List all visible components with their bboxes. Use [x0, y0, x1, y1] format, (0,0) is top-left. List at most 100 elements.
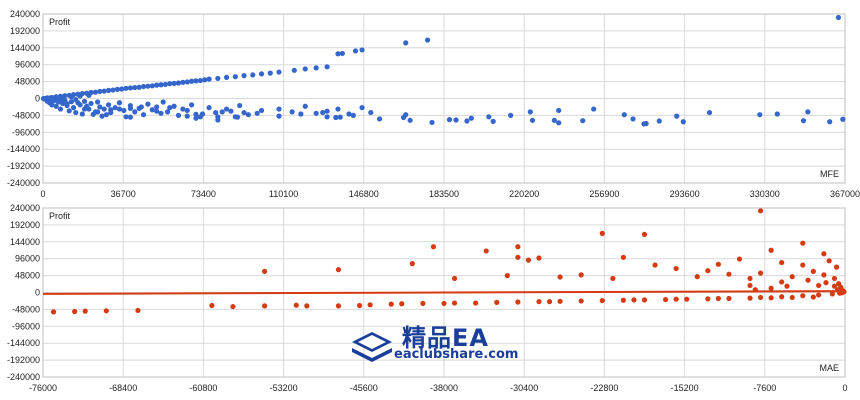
data-point	[490, 118, 496, 124]
data-point	[464, 118, 470, 124]
data-point	[66, 108, 72, 114]
x-axis-label: MAE	[819, 363, 839, 373]
data-point	[800, 118, 807, 124]
data-point	[810, 294, 816, 300]
data-point	[368, 109, 374, 116]
data-point	[158, 82, 164, 88]
data-point	[768, 247, 774, 253]
data-point	[835, 14, 842, 21]
data-point	[827, 119, 833, 125]
data-point	[228, 108, 234, 114]
data-point	[184, 107, 190, 114]
data-point	[127, 85, 134, 91]
x-tick-label: 220200	[509, 189, 539, 199]
data-point	[527, 109, 533, 115]
trend-line	[42, 290, 846, 295]
x-axis-label: MFE	[820, 169, 839, 179]
data-point	[599, 297, 605, 304]
mfe-profit-panel: 0 36700 73400 110100 146800 183500 220200 25690…	[7, 9, 860, 199]
data-point	[784, 283, 790, 289]
data-point	[726, 295, 732, 302]
data-point	[97, 104, 103, 110]
x-tick-label: -76000	[29, 383, 57, 393]
data-point	[429, 119, 435, 126]
data-point	[779, 279, 785, 285]
data-point	[164, 109, 171, 115]
data-point	[726, 271, 732, 277]
data-point	[245, 112, 252, 118]
data-point	[409, 261, 415, 267]
y-tick-label: 192000	[10, 26, 40, 36]
data-point	[823, 280, 829, 286]
data-point	[821, 272, 827, 278]
data-point	[304, 303, 310, 309]
data-point	[705, 268, 711, 274]
data-point	[81, 98, 88, 104]
data-point	[162, 81, 168, 88]
data-point	[673, 265, 679, 272]
data-point	[757, 294, 764, 301]
data-point	[73, 96, 79, 103]
data-point	[621, 112, 627, 118]
data-point	[241, 109, 247, 116]
data-point	[324, 114, 330, 120]
data-point	[352, 48, 359, 54]
data-point	[816, 292, 822, 298]
data-point	[747, 275, 753, 282]
data-point	[149, 107, 155, 113]
data-point	[119, 86, 125, 92]
data-point	[82, 308, 88, 314]
data-point	[276, 106, 282, 112]
data-point	[441, 300, 447, 307]
data-point	[663, 296, 669, 303]
data-point	[652, 262, 658, 268]
data-point	[276, 113, 282, 119]
data-point	[747, 282, 753, 289]
data-point	[504, 273, 510, 279]
data-point	[641, 231, 648, 238]
data-point	[546, 299, 553, 305]
data-point	[680, 119, 686, 125]
data-point	[805, 277, 811, 283]
x-tick-label: 0	[40, 189, 45, 199]
data-point	[95, 109, 101, 115]
data-point	[171, 80, 177, 86]
data-point	[58, 98, 65, 104]
data-point	[736, 256, 743, 262]
data-point	[68, 99, 75, 105]
data-point	[333, 114, 339, 121]
data-point	[97, 88, 103, 95]
data-point	[101, 88, 107, 94]
data-point	[715, 295, 721, 302]
data-point	[768, 295, 774, 301]
data-point	[105, 102, 112, 108]
data-point	[88, 100, 94, 107]
data-point	[258, 71, 265, 77]
watermark-title: 精品EA	[402, 324, 489, 352]
data-point	[77, 102, 83, 108]
data-point	[494, 299, 500, 305]
data-point	[656, 118, 662, 124]
data-point	[335, 51, 341, 57]
data-point	[127, 114, 134, 120]
data-point	[684, 296, 690, 302]
data-point	[591, 106, 597, 112]
data-point	[757, 208, 764, 214]
data-point	[706, 109, 713, 116]
data-point	[757, 270, 764, 276]
y-tick-label: 96000	[15, 254, 40, 264]
data-point	[202, 77, 208, 83]
data-point	[175, 112, 182, 118]
data-point	[324, 64, 330, 70]
data-point	[108, 107, 114, 113]
data-point	[135, 307, 141, 314]
data-point	[536, 299, 542, 305]
data-point	[525, 257, 532, 263]
data-point	[116, 100, 123, 106]
data-point	[715, 261, 721, 267]
x-tick-label: 293600	[670, 189, 700, 199]
y-tick-label: 240000	[10, 9, 40, 19]
mae-profit-panel: -76000 -68400 -60800 -53200 -45600 -38000 -304…	[7, 203, 848, 393]
data-point	[580, 118, 586, 124]
data-point	[430, 244, 437, 250]
